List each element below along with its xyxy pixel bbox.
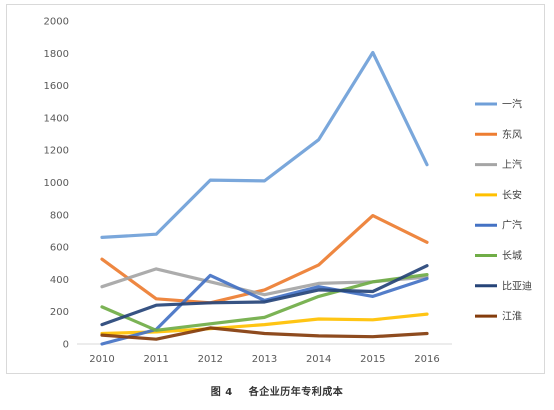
x-axis-ticks: 2010 2011 2012 2013 2014 2015 2016 [89,354,439,365]
legend-label: 比亚迪 [502,280,532,292]
legend-label: 一汽 [502,98,522,111]
legend-item: 上汽 [475,158,522,171]
y-tick-label: 1200 [44,146,69,157]
figure-caption: 图 4 各企业历年专利成本 [0,383,554,398]
series-line-4 [100,312,429,336]
legend-label: 江淮 [502,311,522,323]
x-tick-label: 2016 [414,354,439,365]
legend-label: 广汽 [502,219,522,232]
legend-item: 比亚迪 [475,280,532,292]
y-tick-label: 2000 [44,17,69,28]
x-tick-label: 2013 [252,354,277,365]
y-tick-label: 1400 [44,113,69,124]
x-tick-label: 2012 [198,354,223,365]
y-tick-label: 0 [63,340,69,351]
y-tick-label: 1800 [44,49,69,60]
legend-label: 长城 [502,250,522,262]
x-tick-label: 2014 [306,354,331,365]
legend-item: 广汽 [475,219,522,232]
series-line-1 [100,50,429,239]
legend-label: 东风 [502,128,522,141]
x-tick-label: 2011 [143,354,168,365]
figure-label: 图 4 [210,387,233,398]
x-tick-label: 2015 [360,354,385,365]
legend-label: 长安 [502,188,522,201]
series-line-8 [100,326,429,341]
legend-item: 江淮 [475,311,522,323]
legend-item: 一汽 [475,98,522,111]
legend-item: 长城 [475,250,522,262]
y-tick-label: 800 [50,210,69,221]
y-axis-ticks: 0 200 400 600 800 1000 1200 1400 1600 1800 2000 [44,17,69,351]
legend-item: 东风 [475,128,522,141]
legend-item: 长安 [475,188,522,201]
series-line-6 [100,273,429,332]
series-line-7 [100,264,429,327]
series-line-2 [100,214,429,305]
figure-title: 各企业历年专利成本 [248,387,344,398]
chart-frame: 0 200 400 600 800 1000 1200 1400 1600 1800 2000 20… [6,4,545,374]
series-lines [100,50,429,346]
y-tick-label: 200 [50,307,69,318]
legend-label: 上汽 [502,158,522,171]
y-tick-label: 1000 [44,178,69,189]
y-tick-label: 1600 [44,81,69,92]
x-tick-label: 2010 [89,354,114,365]
line-chart: 0 200 400 600 800 1000 1200 1400 1600 1800 2000 20… [44,17,532,366]
y-tick-label: 400 [50,275,69,286]
y-tick-label: 600 [50,243,69,254]
